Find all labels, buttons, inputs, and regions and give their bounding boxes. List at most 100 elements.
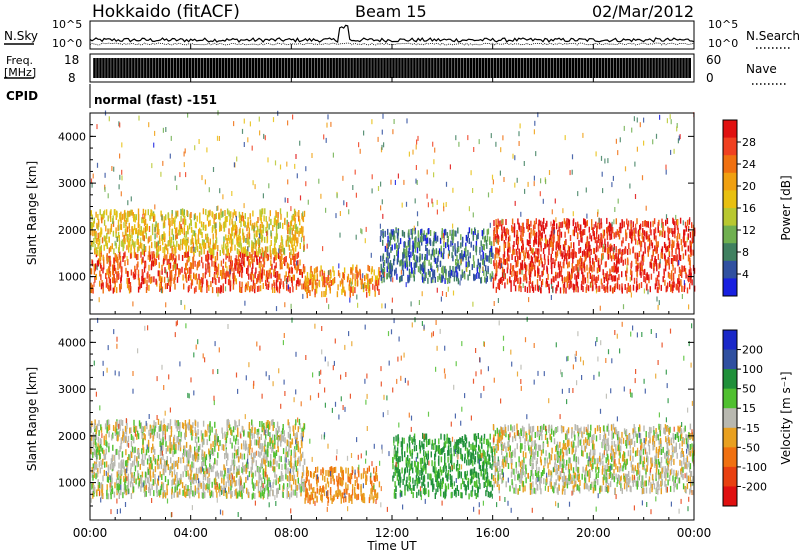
power-point xyxy=(233,232,235,239)
power-point xyxy=(227,234,230,241)
power-point xyxy=(678,280,680,287)
power-point xyxy=(337,284,339,291)
power-point xyxy=(602,255,604,261)
power-point xyxy=(526,264,528,271)
velocity-point xyxy=(257,428,260,435)
power-point xyxy=(456,270,458,277)
power-point xyxy=(275,306,278,312)
power-point xyxy=(108,272,110,279)
power-point xyxy=(178,243,180,250)
power-point xyxy=(291,254,294,260)
power-point xyxy=(286,161,288,167)
power-point xyxy=(539,285,541,291)
velocity-point xyxy=(278,455,281,462)
velocity-point xyxy=(202,459,205,466)
velocity-point xyxy=(272,482,274,489)
power-point xyxy=(465,254,467,261)
power-point xyxy=(261,269,263,276)
power-point xyxy=(615,260,618,267)
power-point xyxy=(478,272,480,279)
power-point xyxy=(117,259,119,266)
power-point xyxy=(690,249,693,256)
power-point xyxy=(235,264,237,271)
power-point xyxy=(626,264,628,270)
power-point xyxy=(523,250,525,257)
power-point xyxy=(627,282,629,289)
power-point xyxy=(366,291,368,298)
velocity-point xyxy=(185,484,187,490)
power-point xyxy=(551,283,553,289)
power-point xyxy=(571,272,573,279)
power-point xyxy=(252,210,254,217)
power-point xyxy=(227,249,229,256)
power-point xyxy=(664,265,667,272)
power-point xyxy=(262,225,265,231)
power-point xyxy=(415,236,417,243)
power-point xyxy=(312,274,315,281)
velocity-point xyxy=(160,425,163,432)
power-point xyxy=(380,274,382,281)
power-colorbar-swatch xyxy=(723,172,737,191)
power-point xyxy=(124,260,126,267)
power-point xyxy=(493,230,495,237)
velocity-point xyxy=(95,433,98,440)
power-point xyxy=(157,226,159,232)
power-point xyxy=(639,223,642,230)
velocity-point xyxy=(107,493,110,500)
power-point xyxy=(171,245,173,252)
velocity-point xyxy=(195,474,198,481)
power-point xyxy=(264,236,266,243)
power-point xyxy=(689,266,691,273)
power-point xyxy=(681,294,683,299)
velocity-point xyxy=(233,452,236,459)
power-point xyxy=(589,262,591,269)
power-point xyxy=(168,240,170,247)
power-point xyxy=(668,238,671,245)
power-point xyxy=(532,285,534,291)
power-point xyxy=(527,225,529,232)
velocity-point xyxy=(114,460,116,467)
power-point xyxy=(235,259,237,266)
power-point xyxy=(537,241,540,248)
velocity-point xyxy=(231,491,233,497)
power-point xyxy=(512,249,514,256)
power-point xyxy=(341,288,343,295)
power-point xyxy=(615,263,617,270)
power-point xyxy=(571,169,573,175)
power-point xyxy=(302,226,304,233)
power-point xyxy=(109,278,111,285)
power-point xyxy=(388,271,390,278)
power-point xyxy=(504,259,506,265)
power-point xyxy=(587,278,589,284)
power-point xyxy=(534,284,537,291)
power-point xyxy=(564,221,567,228)
power-point xyxy=(626,218,628,225)
power-point xyxy=(165,269,167,275)
power-point xyxy=(498,279,500,286)
power-point xyxy=(399,260,401,267)
power-point xyxy=(168,258,170,265)
power-point xyxy=(625,274,628,281)
power-point xyxy=(642,255,645,262)
power-point xyxy=(613,247,615,253)
power-point xyxy=(270,240,272,246)
noise-right-tick-top: 10^5 xyxy=(708,18,738,31)
power-point xyxy=(636,218,638,225)
power-point xyxy=(99,249,101,256)
velocity-point xyxy=(115,428,118,435)
power-point xyxy=(274,271,276,278)
power-point xyxy=(359,274,362,281)
power-point xyxy=(126,245,128,251)
power-point xyxy=(362,284,364,290)
power-point xyxy=(623,125,625,131)
power-point xyxy=(602,229,604,235)
power-point xyxy=(128,241,131,248)
power-point xyxy=(628,243,630,249)
velocity-point xyxy=(273,422,275,428)
power-point xyxy=(247,265,249,272)
power-point xyxy=(390,275,392,282)
power-point xyxy=(472,212,474,218)
power-point xyxy=(163,216,165,223)
power-point xyxy=(95,211,97,218)
velocity-point xyxy=(150,463,152,470)
